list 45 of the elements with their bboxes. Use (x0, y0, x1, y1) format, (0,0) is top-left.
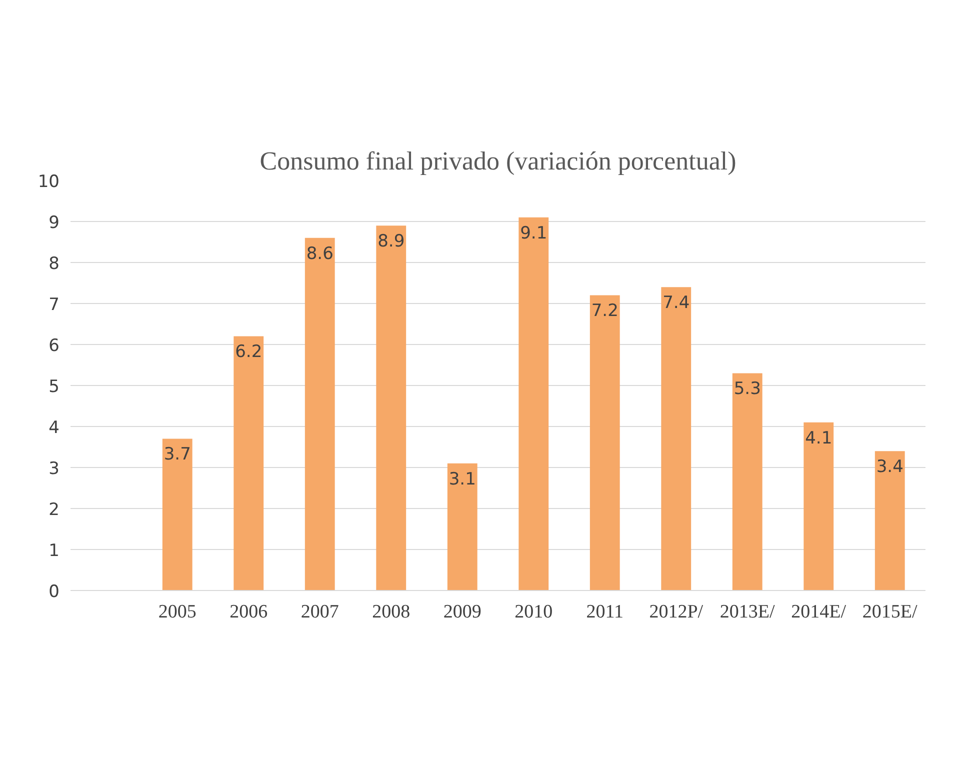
bar (874, 451, 905, 590)
y-tick-label: 7 (48, 295, 60, 315)
data-label: 3.4 (876, 456, 904, 477)
x-tick-label: 2012P/ (649, 602, 704, 622)
bar (304, 238, 335, 590)
data-label: 9.1 (520, 223, 548, 244)
data-label: 8.6 (306, 244, 334, 264)
y-tick-label: 9 (48, 213, 60, 233)
x-tick-label: 2010 (514, 602, 553, 622)
bar (661, 287, 692, 590)
data-label: 6.2 (235, 342, 262, 362)
bar (376, 226, 406, 590)
data-label: 3.1 (448, 469, 476, 490)
x-tick-label: 2008 (372, 602, 410, 622)
x-tick-label: 2013E/ (720, 602, 776, 622)
x-tick-label: 2015E/ (862, 602, 918, 622)
x-tick-label: 2005 (158, 602, 196, 622)
y-tick-label: 10 (38, 172, 60, 192)
data-label: 3.7 (164, 444, 191, 465)
y-tick-label: 3 (48, 459, 60, 479)
bar (590, 295, 620, 590)
x-tick-label: 2014E/ (791, 602, 847, 622)
y-tick-label: 5 (48, 377, 60, 397)
y-tick-label: 6 (48, 336, 60, 356)
bar (732, 373, 762, 590)
y-tick-label: 2 (48, 500, 60, 520)
bar (447, 463, 478, 590)
y-tick-label: 0 (48, 582, 60, 602)
chart-title: Consumo final privado (variación porcentual) (260, 146, 736, 176)
bar (162, 438, 192, 590)
data-label: 7.2 (591, 301, 618, 322)
bar (234, 336, 264, 590)
x-tick-label: 2006 (230, 602, 268, 622)
data-label: 8.9 (378, 231, 405, 252)
x-tick-label: 2011 (586, 602, 624, 622)
y-tick-label: 1 (48, 541, 60, 561)
y-tick-label: 4 (48, 418, 60, 438)
x-tick-label: 2007 (300, 602, 339, 622)
data-label: 5.3 (734, 379, 761, 400)
x-tick-label: 2009 (443, 602, 482, 622)
data-label: 7.4 (662, 292, 690, 313)
data-label: 4.1 (805, 428, 832, 448)
y-tick-label: 8 (48, 254, 60, 274)
bar (804, 422, 834, 590)
bar (518, 217, 549, 590)
